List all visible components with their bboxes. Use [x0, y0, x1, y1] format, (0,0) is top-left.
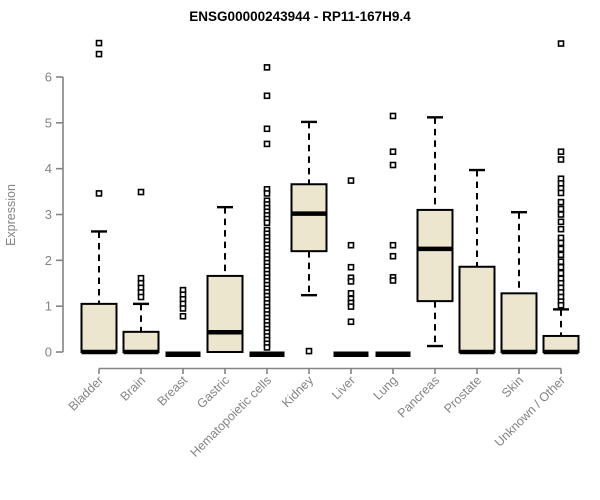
x-tick-label-liver: Liver [329, 373, 358, 402]
boxplot-skin [500, 211, 538, 355]
x-tick-label-skin: Skin [499, 373, 526, 400]
boxplot-breast [165, 286, 201, 357]
x-tick-label-bladder: Bladder [66, 373, 106, 413]
boxplot-kidney [290, 120, 328, 355]
flat-box [333, 351, 369, 357]
box [206, 274, 244, 353]
outlier-point [557, 263, 565, 271]
outlier-point [389, 148, 397, 156]
outlier-point [557, 239, 565, 247]
outlier-point [305, 347, 313, 355]
boxplot-lung [375, 112, 411, 357]
outlier-point [179, 312, 187, 320]
outlier-point [263, 140, 271, 148]
outlier-point [557, 251, 565, 259]
outlier-point [557, 269, 565, 277]
box [500, 292, 538, 354]
chart-title: ENSG00000243944 - RP11-167H9.4 [189, 9, 411, 24]
y-tick-label: 5 [45, 115, 52, 130]
outlier-point [557, 198, 565, 206]
outlier-point [95, 39, 103, 47]
outlier-point [389, 252, 397, 260]
box [122, 330, 160, 354]
boxplot-gastric [206, 205, 244, 353]
y-axis-label: Expression [4, 184, 18, 246]
box [458, 265, 496, 353]
outlier-point [263, 219, 271, 227]
boxplot-hematopoietic-cells [249, 64, 285, 357]
outlier-point [263, 344, 271, 351]
boxplot-unknown-other [542, 40, 580, 355]
outlier-point [347, 278, 355, 285]
outlier-point [557, 258, 565, 266]
box [542, 334, 580, 354]
outlier-point [557, 211, 565, 218]
box-group [80, 39, 580, 357]
outlier-point [179, 305, 187, 312]
x-tick-label-hematopoietic-cells: Hematopoietic cells [188, 373, 275, 460]
outlier-point [557, 205, 565, 213]
x-tick-label-gastric: Gastric [194, 373, 232, 411]
outlier-point [557, 301, 565, 309]
outlier-point [95, 190, 103, 197]
outlier-point [263, 64, 271, 71]
y-tick-label: 6 [45, 70, 52, 85]
outlier-point [557, 245, 565, 253]
outlier-point [557, 148, 565, 156]
x-tick-label-brain: Brain [118, 373, 149, 404]
outlier-point [263, 125, 271, 133]
outlier-point [557, 225, 565, 233]
outlier-point [347, 318, 355, 326]
outlier-point [347, 303, 355, 310]
flat-box [375, 351, 411, 357]
boxplot-pancreas [416, 116, 454, 348]
outlier-point [557, 218, 565, 226]
y-tick-label: 4 [45, 161, 52, 176]
box [416, 208, 454, 303]
outlier-point [389, 161, 397, 169]
outlier-point [389, 112, 397, 120]
outlier-point [557, 40, 565, 47]
y-tick-label: 3 [45, 207, 52, 222]
box [290, 183, 328, 253]
outlier-point [347, 177, 355, 184]
outlier-point [347, 263, 355, 271]
x-tick-label-prostate: Prostate [441, 373, 484, 416]
boxplot-bladder [80, 39, 118, 355]
outlier-point [347, 290, 355, 297]
x-tick-label-kidney: Kidney [279, 373, 316, 410]
x-tick-label-lung: Lung [371, 373, 401, 403]
outlier-point [263, 190, 271, 197]
y-tick-label: 1 [45, 299, 52, 314]
outlier-point [557, 156, 565, 163]
box [80, 302, 118, 353]
flat-box [165, 351, 201, 357]
y-tick-label: 2 [45, 253, 52, 268]
x-tick-label-pancreas: Pancreas [395, 373, 442, 420]
outlier-point [137, 188, 145, 196]
outlier-point [347, 241, 355, 249]
outlier-point [95, 50, 103, 58]
outlier-point [137, 293, 145, 301]
boxplot-prostate [458, 168, 496, 355]
y-tick-label: 0 [45, 345, 52, 360]
boxplot-brain [122, 188, 160, 355]
y-axis: 0 1 2 3 4 5 6 [45, 70, 64, 360]
outlier-point [389, 241, 397, 249]
flat-box [249, 351, 285, 357]
x-tick-label-breast: Breast [155, 373, 191, 409]
outlier-point [263, 92, 271, 100]
boxplot-liver [333, 177, 369, 357]
outlier-point [557, 189, 565, 197]
x-tick-label-unknown-other: Unknown / Other [492, 373, 568, 449]
outlier-point [389, 277, 397, 284]
